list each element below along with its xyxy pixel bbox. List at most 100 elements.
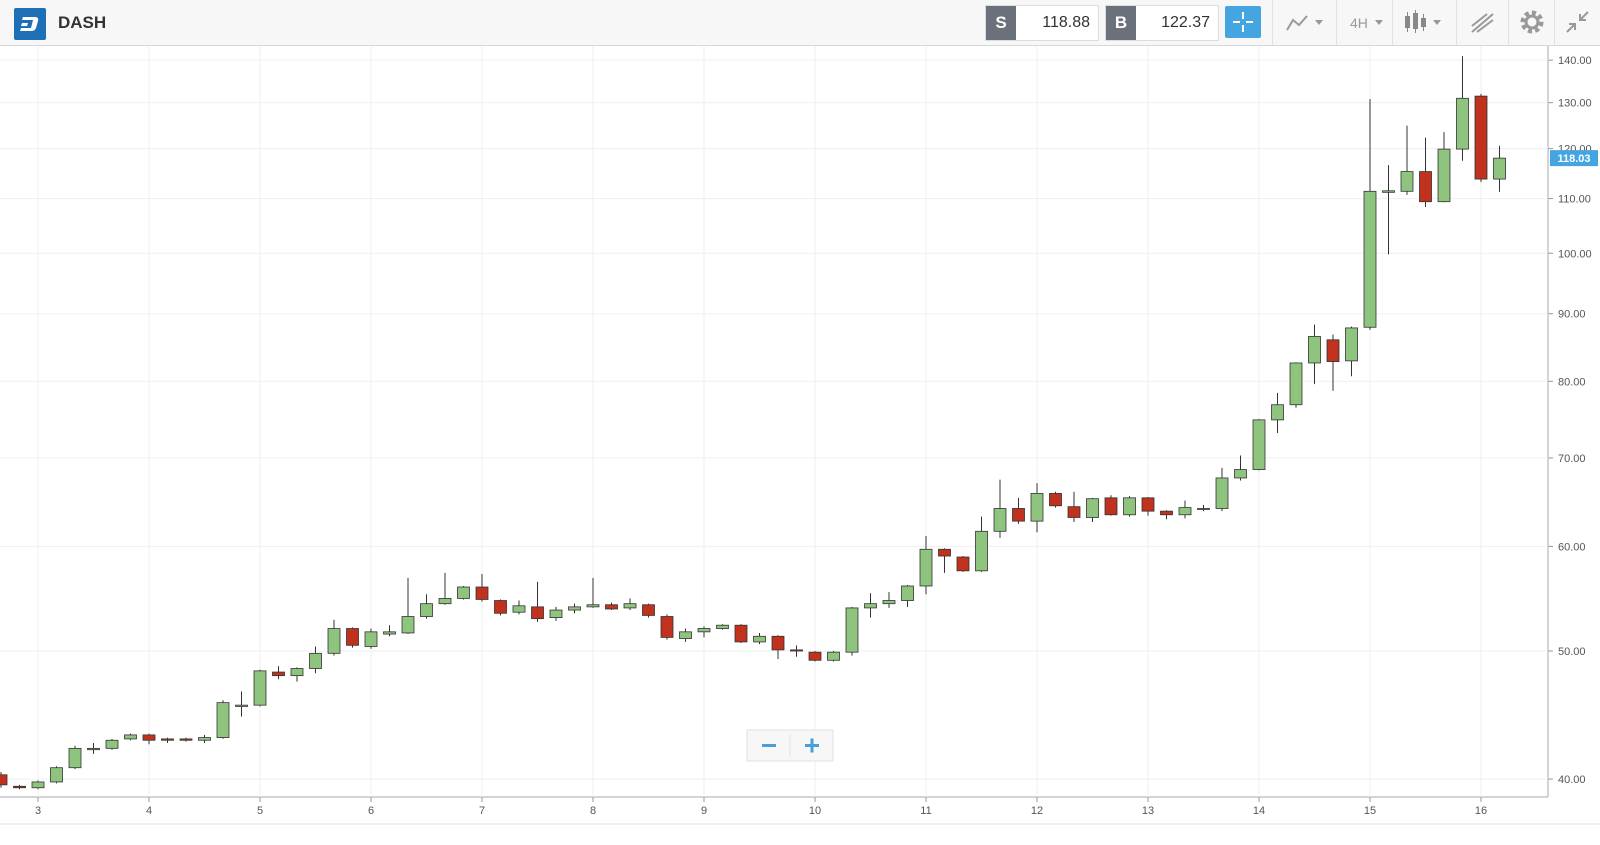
candle bbox=[1419, 137, 1432, 207]
buy-button[interactable]: B 122.37 bbox=[1105, 5, 1219, 41]
sell-label: S bbox=[986, 6, 1016, 40]
candle-body bbox=[771, 635, 785, 651]
chart-type-button[interactable] bbox=[1272, 0, 1337, 45]
candle bbox=[68, 745, 82, 770]
candle bbox=[1289, 362, 1303, 408]
candle bbox=[1400, 125, 1414, 195]
candle bbox=[660, 614, 674, 640]
candle bbox=[1271, 392, 1284, 434]
candle-body bbox=[383, 631, 396, 635]
candle-body bbox=[845, 607, 859, 653]
candle bbox=[642, 603, 655, 618]
candle bbox=[993, 479, 1007, 538]
crosshair-button[interactable] bbox=[1225, 6, 1261, 38]
candle-body bbox=[1326, 339, 1340, 362]
candle-style-icon bbox=[1405, 10, 1441, 33]
candle-body bbox=[993, 508, 1007, 532]
candle bbox=[1437, 132, 1451, 203]
candle-body bbox=[327, 628, 341, 654]
candle-body bbox=[1215, 477, 1229, 509]
settings-button[interactable] bbox=[1508, 0, 1555, 45]
candle-body bbox=[1474, 95, 1488, 180]
candle-body bbox=[1363, 190, 1377, 328]
candle bbox=[734, 624, 748, 644]
last-price-box bbox=[1550, 150, 1598, 167]
candle-body bbox=[364, 631, 378, 647]
candle-body bbox=[864, 603, 877, 609]
candle-body bbox=[808, 651, 822, 661]
chart: 40.00 50.00 60.00 70.00 80.00 90.00 100.00 110.… bbox=[0, 46, 1600, 825]
candle bbox=[1308, 324, 1321, 385]
candle-body bbox=[1197, 508, 1210, 510]
candle bbox=[142, 733, 156, 745]
candle bbox=[864, 593, 877, 618]
candle-body bbox=[1067, 506, 1081, 518]
candle-body bbox=[272, 671, 285, 677]
candle bbox=[716, 624, 729, 630]
sell-price: 118.88 bbox=[1042, 14, 1090, 31]
candle bbox=[901, 584, 914, 607]
candle-body bbox=[179, 738, 193, 741]
candle-body bbox=[660, 616, 674, 638]
chart-type-icon bbox=[1286, 15, 1323, 31]
candle-body bbox=[1419, 171, 1432, 203]
candle-body bbox=[956, 556, 970, 572]
candle-body bbox=[13, 785, 26, 789]
candle bbox=[31, 780, 45, 790]
x-tick-label: 13 bbox=[1142, 805, 1154, 817]
candle bbox=[272, 666, 285, 680]
candle-body bbox=[1308, 336, 1321, 364]
candle bbox=[105, 738, 119, 750]
candle bbox=[383, 625, 396, 637]
draw-button[interactable] bbox=[1456, 0, 1509, 45]
candle-body bbox=[290, 668, 304, 677]
candle bbox=[1382, 165, 1395, 255]
candle bbox=[771, 635, 785, 660]
candle-body bbox=[0, 774, 8, 786]
candle-body bbox=[734, 624, 748, 643]
candle-body bbox=[1252, 419, 1266, 470]
candle bbox=[512, 600, 526, 615]
candle-body bbox=[1493, 157, 1506, 180]
candle-body bbox=[105, 739, 119, 749]
sell-button[interactable]: S 118.88 bbox=[985, 5, 1099, 41]
y-tick-label: 130.00 bbox=[1558, 98, 1592, 110]
candle bbox=[1104, 495, 1118, 516]
candle bbox=[827, 651, 840, 662]
candle bbox=[1474, 93, 1488, 183]
candle-body bbox=[1400, 171, 1414, 192]
candle-body bbox=[1456, 97, 1469, 150]
x-tick-label: 10 bbox=[809, 805, 821, 817]
candle bbox=[808, 651, 822, 662]
candle-body bbox=[790, 649, 803, 652]
candle bbox=[568, 603, 581, 614]
candle bbox=[1178, 500, 1192, 519]
candle bbox=[1234, 455, 1247, 481]
candle-body bbox=[235, 704, 248, 707]
candle bbox=[494, 599, 507, 616]
y-tick-label: 40.00 bbox=[1558, 774, 1586, 786]
x-tick-label: 3 bbox=[35, 805, 41, 817]
candle-body bbox=[87, 747, 100, 751]
candle-body bbox=[605, 604, 618, 610]
collapse-button[interactable] bbox=[1554, 0, 1600, 45]
x-tick-label: 16 bbox=[1475, 805, 1487, 817]
candle bbox=[1123, 496, 1136, 517]
zoom-in-button[interactable] bbox=[791, 731, 833, 760]
candle-body bbox=[882, 600, 896, 605]
candle-style-button[interactable] bbox=[1392, 0, 1457, 45]
y-tick-label: 80.00 bbox=[1558, 376, 1586, 388]
candle bbox=[1197, 504, 1210, 512]
candle bbox=[235, 691, 248, 717]
candle bbox=[605, 602, 618, 611]
candle-body bbox=[438, 598, 452, 605]
candle bbox=[198, 734, 211, 743]
candle-body bbox=[1141, 497, 1155, 512]
plot-area bbox=[0, 46, 1548, 797]
timeframe-button[interactable]: 4H bbox=[1336, 0, 1393, 45]
zoom-out-button[interactable] bbox=[748, 731, 790, 760]
candle bbox=[13, 784, 26, 790]
candle bbox=[623, 598, 637, 611]
candle bbox=[956, 556, 970, 572]
candle-body bbox=[1104, 497, 1118, 516]
